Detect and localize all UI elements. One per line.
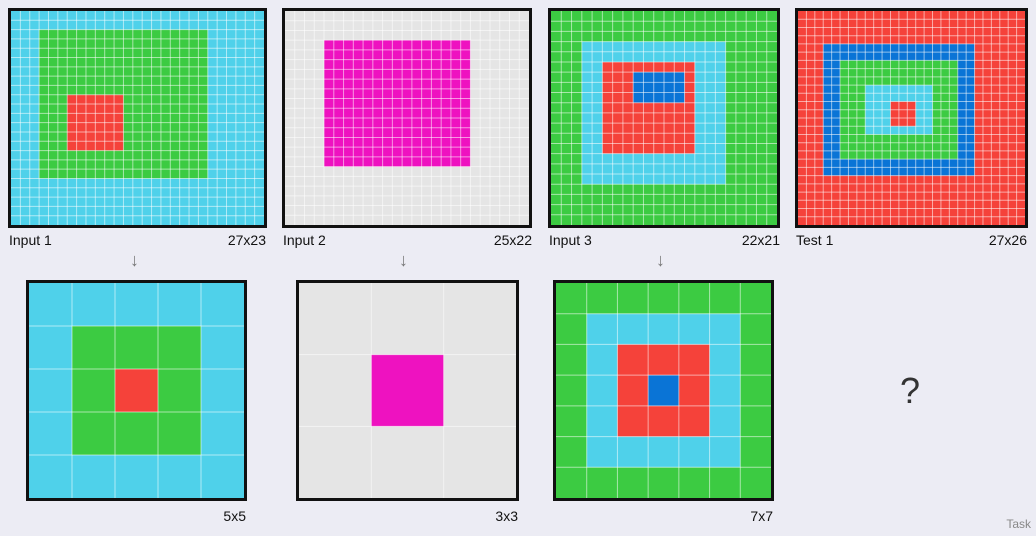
input-3-grid [548,8,780,228]
output-2-svg [299,283,516,498]
input-3-svg [551,11,777,225]
output-3-blue-region [648,375,679,406]
input-2-gridlines [285,11,529,225]
output-2-magenta-region [371,354,444,427]
output-1-gridlines [29,283,244,498]
output-3-size: 7x7 [750,508,773,524]
output-2-grid [296,280,519,501]
input-1-label: Input 1 [9,232,52,248]
task-footer-label: Task [1006,517,1031,531]
output-2-gridlines [299,283,516,498]
down-arrow-icon: ↓ [399,250,408,270]
input-2-label: Input 2 [283,232,326,248]
input-1-size: 27x23 [227,232,266,248]
output-3-svg [556,283,771,498]
input-2-size: 25x22 [493,232,532,248]
input-3-gridlines [551,11,777,225]
test-1-red-region [890,101,916,127]
output-1-grid [26,280,247,501]
input-3-label: Input 3 [549,232,592,248]
input-2-svg [285,11,529,225]
down-arrow-icon: ↓ [656,250,665,270]
input-1-svg [11,11,264,225]
input-1-grid [8,8,267,228]
input-3-blue-region [633,72,685,103]
output-1-svg [29,283,244,498]
output-1-red-region [115,369,158,412]
input-2-grid [282,8,532,228]
input-2-magenta-region [324,40,471,167]
output-3-gridlines [556,283,771,498]
test-1-label: Test 1 [796,232,834,248]
input-3-size: 22x21 [741,232,780,248]
output-2-size: 3x3 [495,508,518,524]
test-1-grid [795,8,1028,228]
unknown-output-marker: ? [900,370,921,411]
test-1-gridlines [798,11,1025,225]
test-1-svg [798,11,1025,225]
input-1-gridlines [11,11,264,225]
test-1-size: 27x26 [988,232,1027,248]
output-3-grid [553,280,774,501]
down-arrow-icon: ↓ [130,250,139,270]
output-1-size: 5x5 [223,508,246,524]
